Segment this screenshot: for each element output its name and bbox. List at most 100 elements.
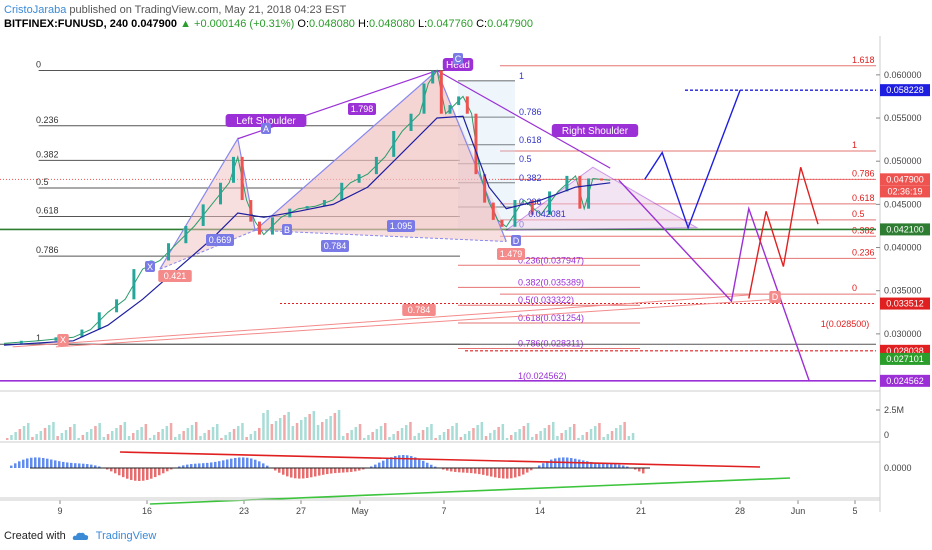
oscillator-bar — [90, 464, 93, 468]
volume-bar — [10, 435, 13, 440]
fib-down-label: 0.382 — [519, 173, 542, 183]
volume-bar — [169, 423, 173, 440]
oscillator-bar — [182, 465, 185, 468]
cloud-icon — [72, 532, 88, 540]
oscillator-bar — [142, 468, 145, 481]
volume-bar — [207, 430, 211, 440]
fib-down-label: 1(0.024562) — [518, 371, 567, 381]
oscillator-bar — [378, 462, 381, 468]
oscillator-bar — [462, 468, 465, 473]
volume-bar — [64, 430, 68, 440]
candle — [483, 174, 487, 203]
volume-bar — [623, 422, 626, 440]
volume-bar — [342, 436, 345, 440]
oscillator-bar — [582, 460, 585, 468]
volume-bar — [468, 431, 471, 440]
oscillator-bar — [206, 462, 209, 468]
fib-right-label: 0.618 — [852, 193, 875, 203]
volume-bar — [132, 433, 135, 440]
volume-bar — [379, 426, 383, 440]
annotation-2-bg — [57, 334, 69, 346]
volume-bar — [39, 431, 43, 440]
oscillator-bar — [342, 468, 345, 473]
candle — [257, 221, 261, 235]
oscillator-bar — [330, 468, 333, 474]
oscillator-bar — [230, 458, 233, 468]
volume-bar — [35, 434, 38, 440]
oscillator-bar — [18, 461, 21, 468]
volume-bar — [459, 437, 463, 440]
author-link[interactable]: CristoJaraba — [4, 4, 67, 16]
annotation-1: 0.784 — [408, 305, 431, 315]
price-change: +0.000146 (+0.31%) — [194, 18, 295, 30]
oscillator-bar — [542, 463, 545, 468]
oscillator-bar — [126, 468, 129, 479]
candle — [167, 243, 171, 261]
right-shoulder-label-bg — [551, 124, 639, 137]
point-D-label: D — [513, 236, 520, 246]
volume-tick-label: 0 — [884, 430, 889, 440]
oscillator-bar — [106, 468, 109, 470]
x-tick-label: 21 — [636, 506, 646, 516]
candle — [578, 175, 582, 209]
oscillator-bar — [362, 468, 365, 470]
price-tick-label: 0.055000 — [884, 113, 922, 123]
volume-bar — [245, 437, 248, 440]
ratio-1-bg — [348, 103, 376, 115]
volume-bar — [161, 429, 164, 440]
oscillator-bar — [186, 464, 189, 468]
oscillator-bar — [46, 458, 49, 468]
candle — [340, 182, 344, 201]
last-price: 0.047900 — [131, 18, 178, 30]
oscillator-bar — [374, 464, 377, 468]
oscillator-bar — [486, 468, 489, 476]
volume-bar — [493, 430, 496, 440]
volume-bar — [426, 427, 429, 440]
oscillator-bar — [238, 457, 241, 468]
volume-bar — [111, 431, 114, 440]
oscillator-bar — [110, 468, 113, 472]
volume-bar — [178, 434, 181, 440]
neck-line — [237, 69, 438, 140]
volume-bar — [190, 425, 194, 440]
oscillator-bar — [406, 455, 409, 468]
volume-bar — [384, 423, 387, 440]
oscillator-bar — [478, 468, 481, 475]
tradingview-brand[interactable]: TradingView — [95, 530, 157, 542]
volume-bar — [27, 423, 30, 440]
volume-bar — [228, 432, 232, 440]
oscillator-bar — [634, 468, 637, 470]
oscillator-bar — [354, 468, 357, 472]
oscillator-bar — [234, 457, 237, 468]
candle — [132, 269, 136, 300]
oscillator-bar — [298, 468, 301, 479]
volume-bar — [279, 418, 282, 440]
projection-blue — [644, 89, 741, 230]
head-shoulders-fill — [255, 70, 507, 231]
oscillator-bar — [594, 462, 597, 468]
candle — [115, 299, 119, 313]
volume-bar — [157, 432, 160, 440]
volume-bar — [300, 420, 303, 440]
oscillator-bar — [130, 468, 133, 480]
fib-right-label: 0.382 — [852, 225, 875, 235]
oscillator-bar — [294, 468, 297, 479]
candle — [357, 174, 361, 183]
candle — [513, 200, 517, 227]
volume-bar — [405, 425, 408, 440]
oscillator-bar — [386, 458, 389, 468]
oscillator-bar — [26, 458, 29, 468]
symbol-label[interactable]: BITFINEX:FUNUSD, 240 — [4, 18, 129, 30]
volume-bar — [552, 422, 555, 440]
volume-bar — [375, 429, 379, 440]
oscillator-bar — [606, 463, 609, 468]
oscillator-bar — [118, 468, 121, 476]
oscillator-bar — [598, 462, 601, 468]
candle — [231, 156, 235, 183]
volume-bar — [174, 437, 177, 440]
point-D-bg — [511, 235, 521, 246]
oscillator-bar — [122, 468, 125, 478]
candle — [374, 156, 378, 175]
volume-bar — [90, 429, 93, 440]
